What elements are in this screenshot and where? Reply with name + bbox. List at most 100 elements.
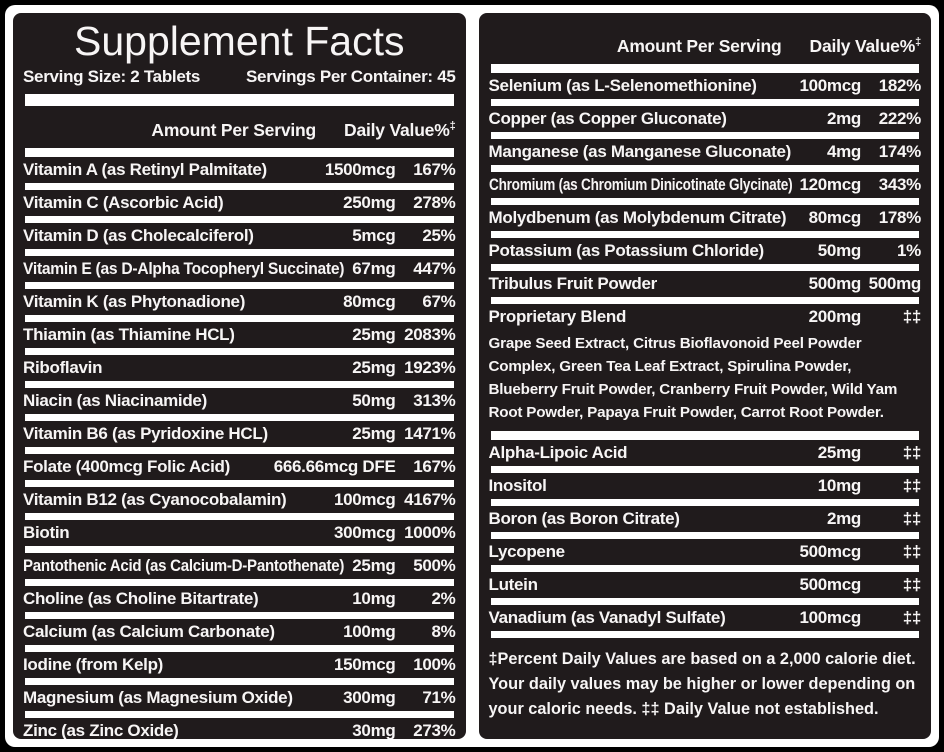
- ingredient-daily-value: 67%: [422, 291, 456, 311]
- ingredient-amount: 100mcg: [799, 607, 861, 627]
- divider-bar: [490, 263, 919, 271]
- ingredient-amount: 100mcg: [799, 75, 861, 95]
- divider-bar: [25, 281, 454, 289]
- divider-bar: [25, 479, 454, 487]
- table-row: Vitamin B12 (as Cyanocobalamin) 100mcg 416…: [23, 487, 456, 513]
- divider-bar: [490, 164, 919, 172]
- ingredient-amount: 500mg: [808, 273, 862, 293]
- ingredient-daily-value: 500%: [413, 555, 456, 575]
- ingredient-name: Choline (as Choline Bitartrate): [23, 588, 259, 608]
- ingredient-name: Magnesium (as Magnesium Oxide): [23, 687, 293, 707]
- divider-bar: [25, 215, 454, 223]
- ingredient-name: Niacin (as Niacinamide): [23, 390, 207, 410]
- ingredient-amount: 25mg: [352, 357, 396, 377]
- ingredient-amount: 150mcg: [333, 654, 396, 674]
- table-row: Thiamin (as Thiamine HCL) 25mg 2083%: [23, 322, 456, 348]
- ingredient-daily-value: 222%: [878, 108, 922, 128]
- ingredient-daily-value: 100%: [413, 654, 456, 674]
- table-row: Folate (400mcg Folic Acid) 666.66mcg DFE 1…: [23, 454, 456, 480]
- ingredient-daily-value: ‡‡: [902, 475, 922, 495]
- ingredient-amount: 25mg: [352, 423, 396, 443]
- amount-per-serving-header: Amount Per Serving: [616, 35, 782, 56]
- ingredient-daily-value: 2%: [431, 588, 456, 608]
- ingredient-name: Vitamin E (as D-Alpha Tocopheryl Succina…: [23, 258, 345, 278]
- ingredient-name: Calcium (as Calcium Carbonate): [23, 621, 275, 641]
- proprietary-blend-ingredients: Grape Seed Extract, Citrus Bioflavonoid …: [488, 334, 898, 421]
- table-row: Choline (as Choline Bitartrate) 10mg 2%: [23, 586, 456, 612]
- ingredient-amount: 25mg: [352, 555, 396, 575]
- divider-bar: [490, 63, 919, 73]
- ingredient-daily-value: 447%: [413, 258, 456, 278]
- footnote-marker: ‡: [449, 120, 456, 132]
- ingredient-amount: 500mcg: [799, 574, 861, 594]
- table-row: Iodine (from Kelp) 150mcg 100%: [23, 652, 456, 678]
- ingredient-amount: 500mcg: [799, 541, 861, 561]
- divider-bar: [490, 465, 919, 473]
- table-row: Riboflavin 25mg 1923%: [23, 355, 456, 381]
- ingredient-daily-value: 8%: [431, 621, 456, 641]
- ingredient-daily-value: 182%: [878, 75, 922, 95]
- divider-bar: [25, 644, 454, 652]
- divider-bar: [490, 197, 919, 205]
- table-row: Molydbenum (as Molybdenum Citrate) 80mcg 1…: [489, 205, 922, 231]
- serving-size: Serving Size: 2 Tablets: [23, 67, 201, 86]
- divider-bar: [490, 630, 919, 638]
- ingredient-daily-value: 174%: [878, 141, 922, 161]
- table-row: Selenium (as L-Selenomethionine) 100mcg 18…: [489, 73, 922, 99]
- ingredient-amount: 5mcg: [352, 225, 396, 245]
- column-header: Amount Per Serving Daily Value%‡: [23, 114, 456, 142]
- left-rows: Vitamin A (as Retinyl Palmitate) 1500mcg 1…: [23, 157, 456, 739]
- table-row: Magnesium (as Magnesium Oxide) 300mg 71%: [23, 685, 456, 711]
- divider-bar: [25, 710, 454, 718]
- ingredient-daily-value: 500mg: [868, 273, 922, 293]
- divider-bar: [25, 147, 454, 157]
- ingredient-name: Boron (as Boron Citrate): [488, 508, 680, 528]
- table-row: Inositol 10mg ‡‡: [489, 473, 922, 499]
- table-row: Pantothenic Acid (as Calcium-D-Pantothen…: [23, 553, 456, 579]
- ingredient-name: Tribulus Fruit Powder: [488, 273, 658, 293]
- table-row: Niacin (as Niacinamide) 50mg 313%: [23, 388, 456, 414]
- divider-bar: [490, 230, 919, 238]
- table-row: Tribulus Fruit Powder 500mg 500mg: [489, 271, 922, 297]
- ingredient-daily-value: 71%: [422, 687, 456, 707]
- ingredient-name: Vitamin A (as Retinyl Palmitate): [23, 159, 267, 179]
- ingredient-name: Vitamin K (as Phytonadione): [23, 291, 246, 311]
- table-row: Biotin 300mcg 1000%: [23, 520, 456, 546]
- servings-per-container: Servings Per Container: 45: [246, 67, 456, 86]
- ingredient-amount: 25mg: [352, 324, 396, 344]
- table-row: Vitamin E (as D-Alpha Tocopheryl Succina…: [23, 256, 456, 282]
- ingredient-amount: 2mg: [826, 508, 861, 528]
- table-row: Vanadium (as Vanadyl Sulfate) 100mcg ‡‡: [489, 605, 922, 631]
- left-panel: Supplement Facts Serving Size: 2 Tablets…: [13, 13, 466, 739]
- ingredient-amount: 250mg: [343, 192, 396, 212]
- divider-bar: [25, 446, 454, 454]
- ingredient-daily-value: 1000%: [404, 522, 456, 542]
- ingredient-name: Folate (400mcg Folic Acid): [23, 456, 230, 476]
- divider-bar: [490, 498, 919, 506]
- divider-bar: [490, 430, 919, 440]
- ingredient-name: Molydbenum (as Molybdenum Citrate): [488, 207, 787, 227]
- proprietary-blend-row: Proprietary Blend 200mg ‡‡: [489, 304, 922, 330]
- ingredient-name: Vitamin B12 (as Cyanocobalamin): [23, 489, 287, 509]
- footnote-marker: ‡: [915, 36, 921, 48]
- ingredient-amount: 300mg: [343, 687, 396, 707]
- divider-bar: [25, 578, 454, 586]
- ingredient-name: Potassium (as Potassium Chloride): [488, 240, 765, 260]
- ingredient-daily-value: 343%: [878, 174, 922, 194]
- ingredient-amount: 25mg: [817, 442, 862, 462]
- table-row: Alpha-Lipoic Acid 25mg ‡‡: [489, 440, 922, 466]
- ingredient-daily-value: 1471%: [404, 423, 456, 443]
- ingredient-daily-value: ‡‡: [902, 607, 922, 627]
- divider-bar: [490, 131, 919, 139]
- ingredient-amount: 10mg: [352, 588, 396, 608]
- ingredient-name: Alpha-Lipoic Acid: [488, 442, 628, 462]
- ingredient-amount: 666.66mcg DFE: [273, 456, 396, 476]
- divider-bar: [25, 314, 454, 322]
- ingredient-name: Vitamin B6 (as Pyridoxine HCL): [23, 423, 268, 443]
- ingredient-amount: 1500mcg: [324, 159, 396, 179]
- table-row: Vitamin B6 (as Pyridoxine HCL) 25mg 1471%: [23, 421, 456, 447]
- label-white-frame: Supplement Facts Serving Size: 2 Tablets…: [5, 5, 939, 747]
- table-row: Potassium (as Potassium Chloride) 50mg 1%: [489, 238, 922, 264]
- ingredient-name: Lutein: [488, 574, 539, 594]
- table-row: Lycopene 500mcg ‡‡: [489, 539, 922, 565]
